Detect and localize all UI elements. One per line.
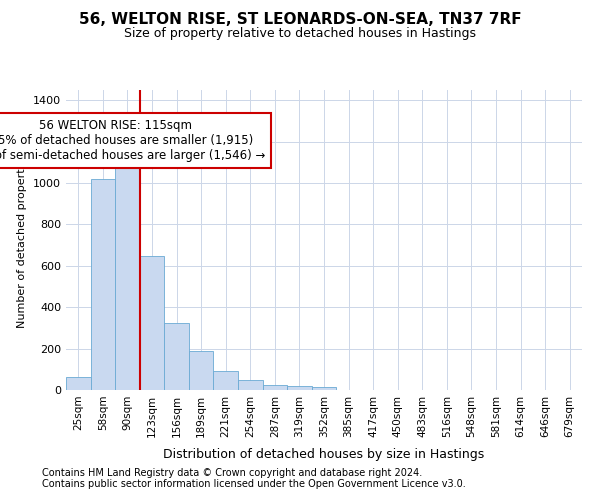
- Bar: [312, 387, 336, 390]
- Bar: [263, 385, 287, 390]
- Bar: [214, 372, 238, 390]
- Text: Contains public sector information licensed under the Open Government Licence v3: Contains public sector information licen…: [42, 479, 466, 489]
- Bar: [238, 380, 263, 390]
- X-axis label: Distribution of detached houses by size in Hastings: Distribution of detached houses by size …: [163, 448, 485, 461]
- Bar: [91, 179, 115, 390]
- Bar: [189, 350, 214, 390]
- Text: 56, WELTON RISE, ST LEONARDS-ON-SEA, TN37 7RF: 56, WELTON RISE, ST LEONARDS-ON-SEA, TN3…: [79, 12, 521, 28]
- Bar: [287, 386, 312, 390]
- Bar: [164, 323, 189, 390]
- Y-axis label: Number of detached properties: Number of detached properties: [17, 152, 28, 328]
- Bar: [115, 164, 140, 390]
- Text: Size of property relative to detached houses in Hastings: Size of property relative to detached ho…: [124, 28, 476, 40]
- Text: Contains HM Land Registry data © Crown copyright and database right 2024.: Contains HM Land Registry data © Crown c…: [42, 468, 422, 477]
- Text: 56 WELTON RISE: 115sqm
← 55% of detached houses are smaller (1,915)
44% of semi-: 56 WELTON RISE: 115sqm ← 55% of detached…: [0, 119, 265, 162]
- Bar: [66, 377, 91, 390]
- Bar: [140, 256, 164, 390]
